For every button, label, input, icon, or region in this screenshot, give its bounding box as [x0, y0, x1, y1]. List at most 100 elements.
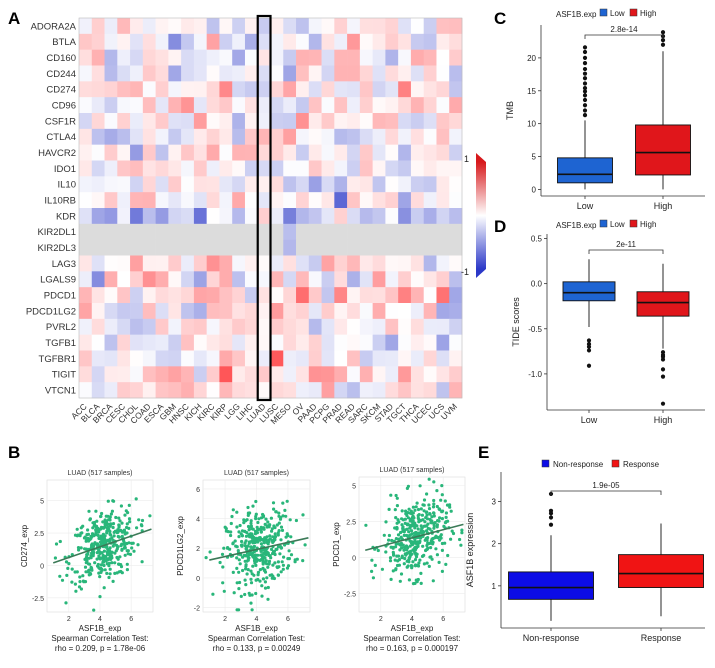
heatmap-cell	[334, 33, 348, 50]
heatmap-cell	[423, 65, 437, 82]
sample-point	[418, 558, 422, 562]
heatmap-cell	[219, 65, 233, 82]
y-tick-label: 6	[196, 487, 200, 494]
heatmap-cell	[436, 65, 450, 82]
heatmap-cell	[321, 49, 335, 66]
sample-point	[401, 529, 405, 533]
heatmap-cell	[257, 208, 271, 225]
heatmap-cell	[423, 239, 437, 256]
heatmap-cell	[347, 271, 361, 288]
heatmap-cell	[155, 366, 169, 383]
heatmap-cell	[130, 366, 144, 383]
heatmap-cell	[321, 239, 335, 256]
heatmap-cell	[410, 350, 424, 367]
sample-point	[407, 530, 411, 534]
heatmap-cell	[257, 239, 271, 256]
heatmap-cell	[270, 366, 284, 383]
heatmap-cell	[270, 271, 284, 288]
sample-point	[222, 589, 226, 593]
heatmap-cell	[257, 49, 271, 66]
heatmap-cell	[347, 49, 361, 66]
heatmap-cell	[334, 382, 348, 399]
sample-point	[88, 518, 92, 522]
heatmap-gene-label: IDO1	[54, 164, 76, 175]
sample-point	[238, 562, 242, 566]
heatmap-cell	[244, 271, 259, 288]
heatmap-cell	[232, 382, 246, 399]
heatmap-cell	[283, 192, 297, 209]
sample-point	[239, 594, 243, 599]
heatmap-cell	[79, 160, 93, 177]
heatmap-cell	[219, 287, 233, 304]
heatmap-cell	[270, 287, 284, 304]
sample-point	[108, 532, 112, 536]
heatmap-cell	[257, 271, 271, 288]
heatmap-cell	[270, 144, 284, 161]
sample-point	[271, 551, 275, 556]
heatmap-cell	[359, 318, 373, 335]
x-tick-label: 4	[410, 616, 414, 623]
sample-point	[97, 571, 101, 575]
heatmap-cell	[232, 18, 246, 35]
sample-point	[237, 558, 241, 562]
sample-point	[446, 553, 450, 558]
sample-point	[140, 518, 145, 523]
significance-bracket	[588, 249, 664, 254]
sample-point	[444, 562, 448, 567]
heatmap-cell	[449, 255, 463, 272]
sample-point	[75, 534, 79, 538]
heatmap-cell	[359, 208, 373, 225]
sample-point	[406, 522, 410, 526]
heatmap-cell	[398, 176, 412, 193]
sample-point	[218, 560, 222, 565]
sample-point	[268, 523, 272, 527]
sample-point	[370, 569, 374, 574]
sample-point	[105, 526, 109, 530]
heatmap-cell	[117, 334, 131, 351]
heatmap-cell	[423, 176, 437, 193]
heatmap-cell	[206, 303, 220, 320]
sample-point	[113, 571, 117, 576]
heatmap-cell	[423, 128, 437, 145]
heatmap-cell	[181, 382, 195, 399]
heatmap-cell	[385, 318, 399, 335]
heatmap-cell	[219, 350, 233, 367]
heatmap-cell	[219, 382, 233, 399]
heatmap-cell	[372, 208, 386, 225]
heatmap-cell	[449, 81, 463, 98]
outlier-point	[582, 93, 588, 98]
heatmap-cell	[232, 318, 246, 335]
test-label: Spearman Correlation Test:	[363, 634, 460, 643]
heatmap-cell	[130, 176, 144, 193]
heatmap-cell	[436, 255, 450, 272]
heatmap-cell	[142, 18, 156, 35]
heatmap-cell	[449, 192, 463, 209]
heatmap-cell	[283, 160, 297, 177]
heatmap-cell	[232, 81, 246, 98]
sample-point	[230, 514, 234, 519]
heatmap-cell	[181, 192, 195, 209]
heatmap-cell	[257, 287, 271, 304]
heatmap-cell	[130, 303, 144, 320]
heatmap-cell	[104, 271, 118, 288]
y-tick-label: 2.5	[346, 520, 356, 527]
sample-point	[251, 564, 255, 568]
heatmap-cell	[436, 33, 450, 50]
sample-point	[116, 557, 120, 561]
sample-point	[76, 546, 81, 550]
heatmap-cell	[168, 113, 182, 130]
sample-point	[272, 576, 276, 581]
heatmap-cell	[104, 318, 118, 335]
heatmap-cell	[130, 318, 144, 335]
heatmap-cell	[308, 334, 322, 351]
heatmap-cell	[130, 97, 144, 114]
sample-point	[256, 540, 260, 544]
heatmap-cell	[334, 255, 348, 272]
heatmap-cell	[283, 366, 297, 383]
heatmap-cell	[206, 160, 220, 177]
p-value-label: 1.9e-05	[592, 481, 620, 490]
heatmap-cell	[91, 239, 105, 256]
heatmap-cell	[91, 113, 105, 130]
heatmap-cell	[270, 97, 284, 114]
heatmap-cell	[155, 18, 169, 35]
